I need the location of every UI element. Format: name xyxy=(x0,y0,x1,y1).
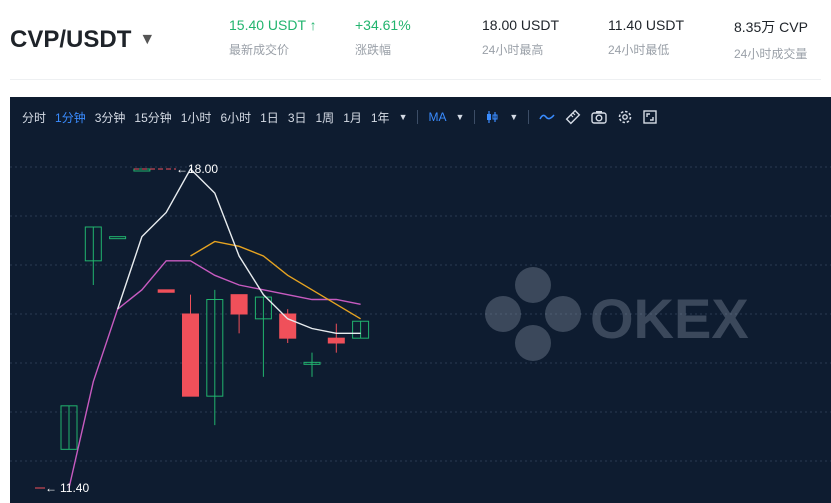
candle-body xyxy=(279,313,297,339)
interval-1m[interactable]: 1分钟 xyxy=(55,110,86,125)
high-label: 24小时最高 xyxy=(482,43,544,57)
candle-body xyxy=(182,313,199,397)
price-plot[interactable]: OKEX ← 18.00 ← 11.40 xyxy=(10,137,831,503)
candle-body xyxy=(303,361,321,365)
ma-line-orange xyxy=(190,240,361,320)
interval-1y[interactable]: 1年 xyxy=(370,110,390,125)
candle-type-caret-icon[interactable]: ▼ xyxy=(509,112,519,122)
ma-line-white xyxy=(116,167,361,335)
pair-name: CVP/USDT xyxy=(10,26,132,53)
high-price-label: 18.00 xyxy=(188,162,218,176)
ma-line-magenta xyxy=(68,260,361,489)
candle-body xyxy=(84,226,102,262)
low-value: 11.40 USDT xyxy=(608,17,684,33)
candle-body xyxy=(109,236,127,240)
high-marker: ← 18.00 xyxy=(134,162,218,176)
candle-body xyxy=(206,299,224,397)
candle-type-icon[interactable] xyxy=(485,110,499,124)
candle-body xyxy=(60,405,78,450)
grid-lines xyxy=(10,166,831,462)
fullscreen-icon[interactable] xyxy=(643,110,658,124)
low-price-label: 11.40 xyxy=(60,481,89,495)
interval-3m[interactable]: 3分钟 xyxy=(94,110,126,125)
kline-chart[interactable]: 分时 1分钟 3分钟 15分钟 1小时 6小时 1日 3日 1周 1月 1年 ▼… xyxy=(10,97,831,503)
caret-down-icon: ▼ xyxy=(139,31,156,48)
candle xyxy=(109,236,127,240)
candle xyxy=(157,289,175,293)
high-stat: 18.00 USDT 24小时最高 xyxy=(482,17,559,58)
svg-text:←: ← xyxy=(45,481,57,495)
candle-body xyxy=(230,294,248,315)
toolbar-separator xyxy=(528,110,530,124)
change-label: 涨跌幅 xyxy=(355,43,392,57)
interval-more-caret-icon[interactable]: ▼ xyxy=(398,112,408,122)
candle xyxy=(60,405,78,450)
volume-value: 8.35万 CVP xyxy=(734,19,808,35)
candle xyxy=(303,352,321,377)
indicator-ma[interactable]: MA xyxy=(428,110,447,124)
interval-1h[interactable]: 1小时 xyxy=(180,110,212,125)
change-value: +34.61% xyxy=(355,17,411,33)
toolbar-separator xyxy=(474,110,476,124)
interval-timeline[interactable]: 分时 xyxy=(22,110,47,125)
interval-6h[interactable]: 6小时 xyxy=(220,110,252,125)
candle-body xyxy=(254,296,272,320)
okex-logo-mark xyxy=(485,267,581,361)
okex-watermark: OKEX xyxy=(485,267,749,361)
low-marker: ← 11.40 xyxy=(35,481,89,495)
trendline-icon[interactable] xyxy=(539,110,555,124)
pair-selector[interactable]: CVP/USDT ▼ xyxy=(10,26,155,54)
low-label: 24小时最低 xyxy=(608,43,670,57)
candle xyxy=(84,226,102,285)
candle-body xyxy=(352,320,370,339)
candle xyxy=(206,289,224,426)
last-price-label: 最新成交价 xyxy=(229,43,290,57)
ruler-icon[interactable] xyxy=(565,109,581,125)
candle xyxy=(182,294,199,397)
toolbar-separator xyxy=(417,110,419,124)
volume-label: 24小时成交量 xyxy=(734,47,808,61)
candle-body xyxy=(133,168,151,172)
candle-body xyxy=(327,337,345,344)
change-stat: +34.61% 涨跌幅 xyxy=(355,17,411,58)
candle xyxy=(352,320,370,339)
candle xyxy=(133,168,151,172)
candle xyxy=(327,323,345,353)
volume-stat: 8.35万 CVP 24小时成交量 xyxy=(734,17,808,62)
ma-lines xyxy=(68,167,361,489)
interval-1mo[interactable]: 1月 xyxy=(343,110,362,125)
last-price-value: 15.40 USDT ↑ xyxy=(229,17,317,33)
candle xyxy=(254,296,272,377)
indicator-caret-icon[interactable]: ▼ xyxy=(455,112,465,122)
candles xyxy=(60,168,370,450)
market-header: CVP/USDT ▼ 15.40 USDT ↑ 最新成交价 +34.61% 涨跌… xyxy=(0,0,831,80)
candle xyxy=(230,294,248,334)
chart-toolbar: 分时 1分钟 3分钟 15分钟 1小时 6小时 1日 3日 1周 1月 1年 ▼… xyxy=(10,97,831,137)
low-stat: 11.40 USDT 24小时最低 xyxy=(608,17,684,58)
high-value: 18.00 USDT xyxy=(482,17,560,33)
last-price-stat: 15.40 USDT ↑ 最新成交价 xyxy=(229,17,317,58)
camera-icon[interactable] xyxy=(591,110,608,124)
svg-text:←: ← xyxy=(176,162,188,176)
settings-gear-icon[interactable] xyxy=(617,109,633,125)
interval-15m[interactable]: 15分钟 xyxy=(134,110,172,125)
interval-1w[interactable]: 1周 xyxy=(315,110,335,125)
watermark-text: OKEX xyxy=(590,287,749,350)
interval-1d[interactable]: 1日 xyxy=(260,110,279,125)
header-divider xyxy=(10,79,821,80)
candle-body xyxy=(157,289,175,293)
interval-3d[interactable]: 3日 xyxy=(287,110,307,125)
